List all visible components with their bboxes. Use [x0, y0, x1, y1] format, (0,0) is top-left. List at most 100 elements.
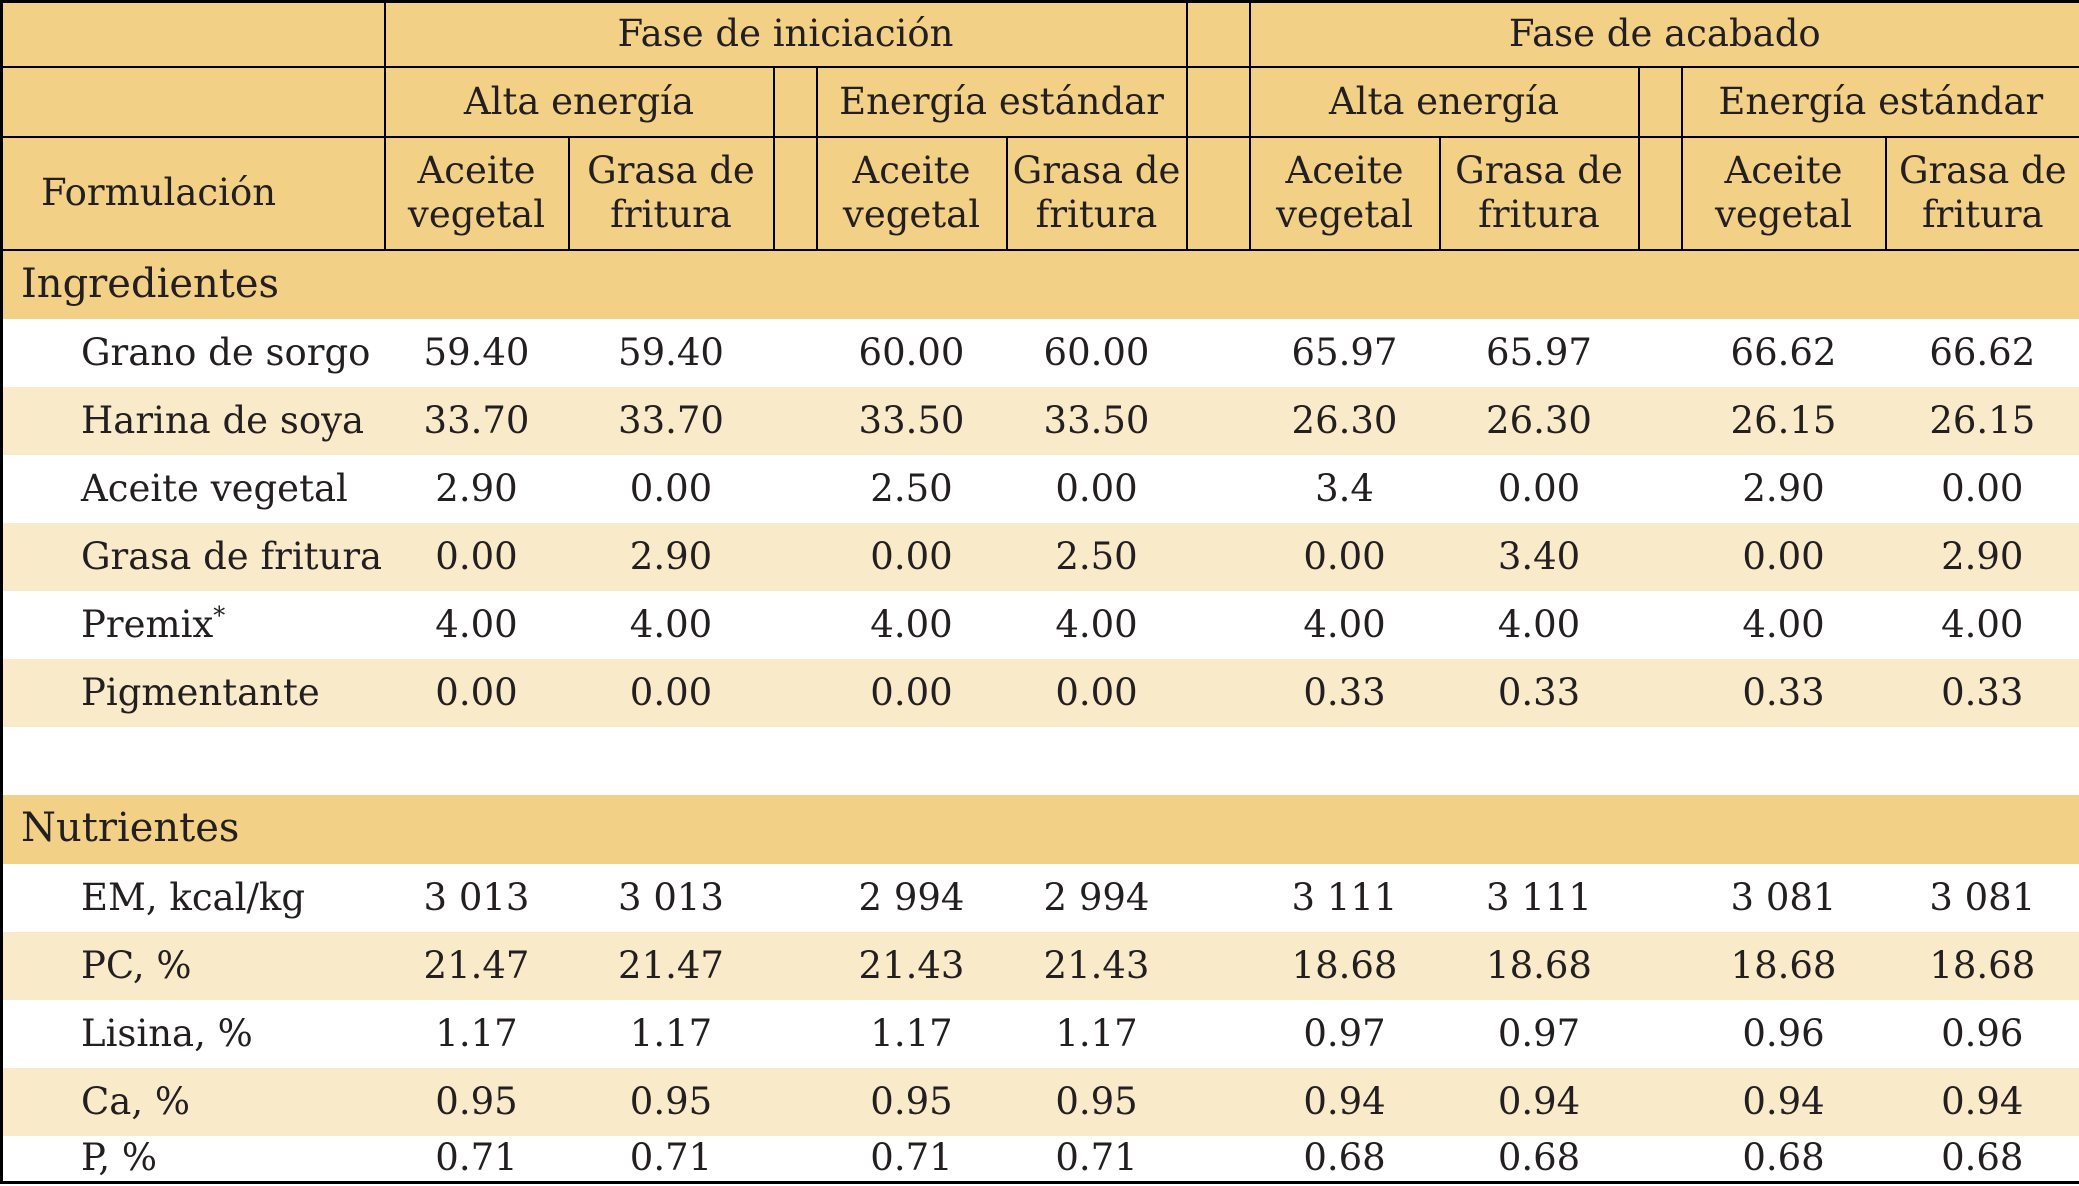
value-cell: 4.00: [1742, 602, 1825, 646]
value-cell: 0.97: [1303, 1011, 1386, 1055]
corner-empty-cell: [1, 1, 386, 68]
energy-spacer-cell: [1639, 864, 1682, 932]
value-cell: 3.4: [1315, 466, 1374, 510]
energy-spacer-cell: [1639, 1136, 1682, 1183]
value-cell: 0.00: [629, 670, 713, 714]
value-cell: 66.62: [1730, 330, 1837, 374]
value-cell: 0.00: [435, 534, 518, 578]
value-cell: 33.50: [1043, 398, 1150, 442]
row-label: Grano de sorgo: [81, 330, 371, 374]
table-row: Pigmentante 0.00 0.00 0.00 0.00 0.33 0.33 0.33 0…: [1, 658, 2079, 727]
value-cell: 2 994: [858, 875, 965, 919]
value-cell: 3 081: [1730, 875, 1837, 919]
value-cell: 0.68: [1941, 1136, 2024, 1180]
table-row: Aceite vegetal 2.90 0.00 2.50 0.00 3.4 0.00 2.9…: [2, 455, 2079, 523]
row-label: PC, %: [81, 943, 192, 987]
value-cell: 26.30: [1291, 398, 1398, 442]
value-cell: 1.17: [629, 1011, 713, 1055]
section-header-row: Nutrientes: [1, 794, 2079, 864]
energy-spacer-cell: [1639, 387, 1682, 455]
value-cell: 2 994: [1043, 875, 1150, 919]
value-cell: 1.17: [870, 1011, 953, 1055]
value-cell: 4.00: [435, 602, 518, 646]
table-row: Grano de sorgo 59.40 59.40 60.00 60.00 65.97 6…: [2, 319, 2079, 387]
value-cell: 33.70: [618, 398, 724, 442]
value-cell: 59.40: [618, 330, 724, 374]
energy-spacer-cell: [774, 591, 817, 659]
value-cell: 3 111: [1486, 875, 1592, 919]
table-row: EM, kcal/kg 3 013 3 013 2 994 2 994 3 111 3 11…: [2, 864, 2079, 932]
diet-oil-header: Aceite vegetal: [815, 136, 1008, 251]
footnote-marker: *: [213, 601, 226, 630]
energy-spacer-cell: [772, 136, 818, 251]
energy-spacer-cell: [774, 1068, 817, 1136]
energy-spacer-cell: [774, 864, 817, 932]
energy-spacer-cell: [772, 66, 818, 138]
value-cell: 26.15: [1730, 398, 1837, 442]
value-cell: 4.00: [1303, 602, 1386, 646]
phase-gap-cell: [1185, 1, 1251, 68]
value-cell: 33.50: [858, 398, 965, 442]
value-cell: 26.15: [1929, 398, 2036, 442]
value-cell: 0.00: [870, 670, 953, 714]
value-cell: 0.00: [1497, 466, 1581, 510]
value-cell: 0.94: [1742, 1079, 1825, 1123]
value-cell: 0.68: [1303, 1136, 1386, 1180]
energy-standard-header: Energía estándar: [1681, 66, 2079, 138]
value-cell: 21.43: [858, 943, 965, 987]
value-cell: 0.71: [435, 1136, 518, 1180]
value-cell: 4.00: [1497, 602, 1581, 646]
table-row: Grasa de fritura 0.00 2.90 0.00 2.50 0.00 3.40…: [1, 522, 2079, 591]
value-cell: 0.96: [1742, 1011, 1825, 1055]
row-label: Aceite vegetal: [81, 466, 348, 510]
energy-spacer-cell: [1639, 455, 1682, 523]
value-cell: 0.71: [1055, 1136, 1138, 1180]
value-cell: 3 013: [618, 875, 724, 919]
value-cell: 0.33: [1742, 670, 1825, 714]
phase-header-row: Fase de iniciación Fase de acabado: [1, 1, 2079, 68]
value-cell: 21.43: [1043, 943, 1150, 987]
value-cell: 2.90: [629, 534, 713, 578]
value-cell: 4.00: [1055, 602, 1138, 646]
blank-spacer-row: [2, 727, 2079, 795]
phase-finishing-header: Fase de acabado: [1249, 1, 2079, 68]
value-cell: 65.97: [1291, 330, 1398, 374]
value-cell: 0.33: [1497, 670, 1581, 714]
value-cell: 0.68: [1497, 1136, 1581, 1180]
row-label: EM, kcal/kg: [81, 875, 306, 919]
phase-gap-cell: [1187, 387, 1250, 455]
value-cell: 60.00: [858, 330, 965, 374]
value-cell: 4.00: [1941, 602, 2024, 646]
energy-spacer-cell: [774, 1000, 817, 1068]
value-cell: 0.33: [1303, 670, 1386, 714]
diet-fat-header: Grasa de fritura: [1005, 136, 1188, 251]
row-label: Ca, %: [81, 1079, 191, 1123]
value-cell: 0.94: [1303, 1079, 1386, 1123]
value-cell: 59.40: [423, 330, 530, 374]
phase-gap-cell: [1187, 659, 1250, 727]
phase-gap-cell: [1185, 66, 1251, 138]
value-cell: 0.00: [1055, 466, 1138, 510]
value-cell: 2.90: [1941, 534, 2024, 578]
energy-high-header: Alta energía: [1249, 66, 1639, 138]
value-cell: 3 081: [1929, 875, 2036, 919]
energy-spacer-cell: [1639, 591, 1682, 659]
value-cell: 0.94: [1941, 1079, 2024, 1123]
energy-spacer-cell: [774, 932, 817, 1000]
diet-fat-header: Grasa de fritura: [1884, 136, 2079, 251]
energy-header-row: Alta energía Energía estándar Alta energ…: [1, 66, 2079, 138]
value-cell: 2.90: [435, 466, 518, 510]
table-row: P, % 0.71 0.71 0.71 0.71 0.68 0.68 0.68 0.68: [2, 1136, 2079, 1183]
value-cell: 18.68: [1291, 943, 1398, 987]
diet-fat-header: Grasa de fritura: [567, 136, 775, 251]
row-label: Harina de soya: [81, 398, 365, 442]
row-label: Lisina, %: [81, 1011, 253, 1055]
phase-gap-cell: [1187, 1136, 1250, 1183]
value-cell: 0.68: [1742, 1136, 1825, 1180]
section-header-row: Ingredientes: [1, 249, 2079, 319]
phase-gap-cell: [1187, 455, 1250, 523]
energy-spacer-cell: [774, 659, 817, 727]
diet-oil-header: Aceite vegetal: [383, 136, 570, 251]
value-cell: 26.30: [1486, 398, 1592, 442]
value-cell: 0.95: [629, 1079, 713, 1123]
